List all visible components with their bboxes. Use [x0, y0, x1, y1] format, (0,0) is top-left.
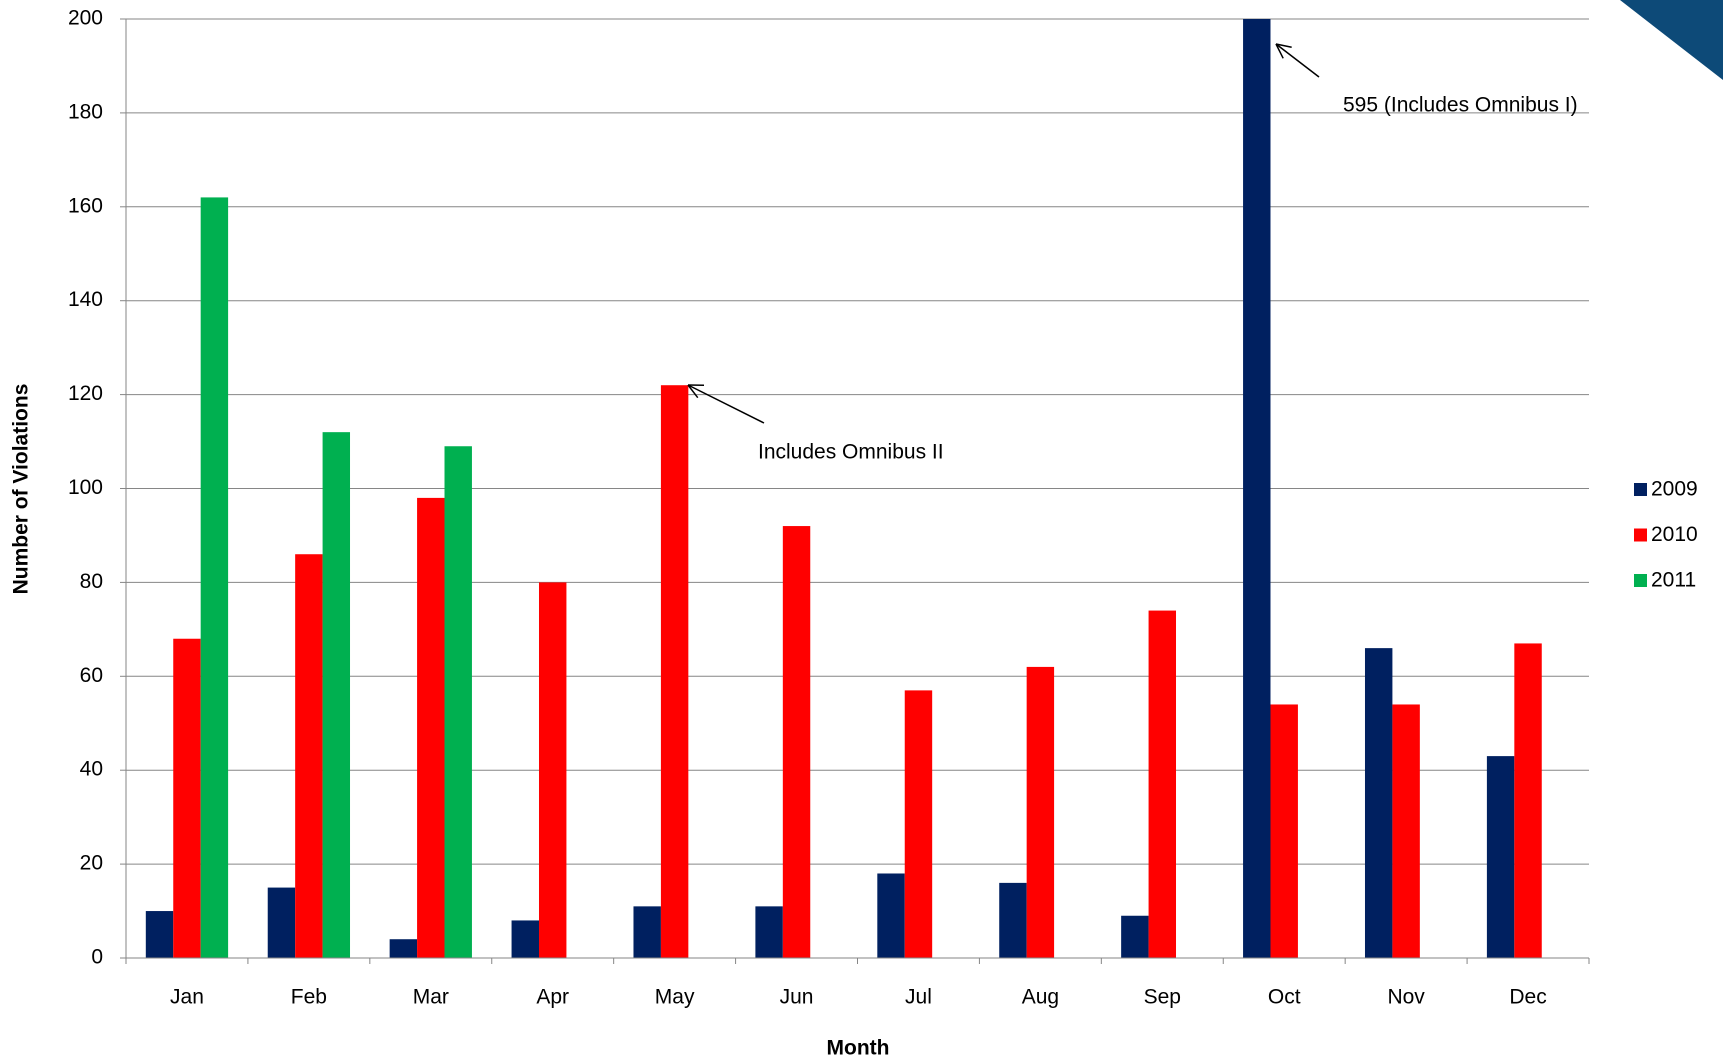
x-tick-label: Dec	[1509, 986, 1546, 1009]
legend-swatch	[1634, 483, 1647, 496]
legend-label: 2010	[1651, 523, 1698, 546]
bar	[782, 526, 811, 958]
bar	[633, 906, 661, 958]
bar	[1121, 915, 1149, 958]
x-tick-label: Jun	[780, 986, 814, 1009]
bar	[755, 906, 783, 958]
x-tick-label: Apr	[536, 986, 569, 1009]
annotation-arrow	[1275, 43, 1320, 78]
bar	[200, 197, 229, 958]
bar	[511, 920, 539, 958]
y-tick-label: 60	[80, 664, 103, 687]
bar	[295, 554, 323, 958]
arrow-head	[687, 384, 699, 399]
bar	[173, 638, 201, 958]
legend-label: 2009	[1651, 478, 1698, 501]
x-tick-label: Jan	[170, 986, 204, 1009]
plot-area	[145, 19, 1542, 958]
x-tick-label: Aug	[1022, 986, 1059, 1009]
bar	[389, 939, 418, 958]
x-tick-label: Mar	[413, 986, 449, 1009]
bar	[877, 873, 905, 958]
x-tick-label: May	[655, 986, 695, 1009]
bar	[1243, 19, 1271, 958]
corner-decoration	[1620, 0, 1723, 80]
bar	[538, 582, 567, 958]
legend-swatch	[1634, 574, 1647, 587]
legend-swatch	[1634, 528, 1647, 542]
arrow-head	[1275, 43, 1284, 59]
bar	[145, 911, 174, 958]
y-tick-label: 40	[80, 758, 103, 781]
annotation: 595 (Includes Omnibus I)	[1343, 94, 1578, 117]
bar	[267, 887, 296, 958]
y-tick-label: 160	[68, 194, 103, 217]
x-tick-label: Feb	[291, 986, 327, 1009]
x-tick-label: Oct	[1268, 986, 1301, 1009]
bar	[444, 446, 472, 958]
y-tick-label: 20	[80, 852, 103, 875]
y-tick-label: 100	[68, 476, 103, 499]
legend-label: 2011	[1651, 569, 1696, 592]
x-tick-label: Jul	[905, 986, 932, 1009]
annotation-arrow	[687, 384, 765, 424]
bar	[417, 497, 445, 958]
bar	[1486, 756, 1515, 958]
y-axis-title: Number of Violations	[10, 384, 33, 595]
annotation: Includes Omnibus II	[758, 441, 944, 464]
bar	[1148, 610, 1177, 958]
bar	[1270, 704, 1298, 958]
y-tick-label: 80	[80, 570, 103, 593]
y-tick-label: 200	[68, 7, 103, 30]
bar	[1514, 643, 1542, 958]
bar	[1364, 648, 1393, 958]
bar	[999, 882, 1027, 958]
bar	[1026, 666, 1055, 958]
y-tick-label: 0	[91, 946, 103, 969]
bar	[904, 690, 933, 958]
bar	[322, 432, 351, 958]
y-tick-label: 120	[68, 382, 103, 405]
y-tick-label: 180	[68, 100, 103, 123]
x-tick-label: Nov	[1387, 986, 1425, 1009]
arrow-head	[1275, 43, 1292, 48]
bar	[660, 385, 689, 958]
bar	[1392, 704, 1420, 958]
x-tick-label: Sep	[1144, 986, 1181, 1009]
y-tick-label: 140	[68, 288, 103, 311]
x-axis-title: Month	[827, 1037, 890, 1060]
